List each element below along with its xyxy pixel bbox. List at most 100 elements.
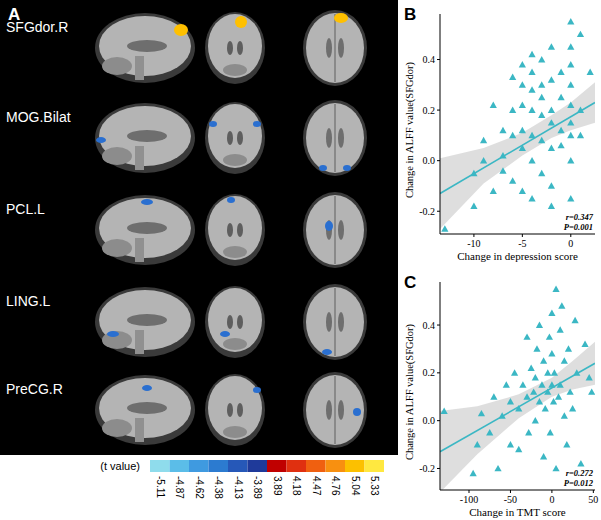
point [538, 137, 545, 143]
point [547, 429, 554, 435]
x-tick-label: -5 [518, 238, 526, 249]
ventricle [237, 403, 243, 417]
ventricle [326, 312, 332, 332]
brainstem [135, 146, 144, 170]
cerebellum [223, 64, 247, 76]
point [557, 326, 564, 332]
region-label: PreCG.R [6, 381, 63, 397]
activation-blob [96, 137, 106, 143]
point [511, 369, 518, 375]
ventricle [227, 223, 233, 237]
x-tick-label: 50 [588, 494, 598, 505]
x-tick [469, 490, 470, 493]
colorbar-tick-label: 4.76 [330, 476, 341, 496]
colorbar-tick-label: 4.47 [311, 476, 322, 496]
point [528, 51, 535, 57]
point [567, 388, 574, 394]
point [555, 393, 562, 399]
point [533, 345, 540, 351]
point [523, 393, 530, 399]
point [567, 195, 574, 201]
y-tick-label: 0.4 [423, 54, 436, 65]
midline [335, 288, 336, 356]
colorbar-title: (t value) [100, 460, 140, 472]
y-tick [437, 59, 440, 60]
colorbar-tick-label: 5.33 [369, 476, 380, 496]
colorbar-cell [228, 460, 248, 472]
cerebellum [223, 338, 247, 350]
point [546, 333, 553, 339]
point [548, 350, 555, 356]
activation-blob [227, 197, 235, 203]
point [494, 465, 501, 471]
point [486, 429, 493, 435]
point [532, 374, 539, 380]
activation-blob [353, 408, 361, 416]
y-tick [437, 325, 440, 326]
annotation: P=0.001 [564, 222, 593, 232]
colorbar-cell [365, 460, 385, 472]
plot-area [440, 18, 595, 232]
point [548, 43, 555, 49]
point [509, 74, 516, 80]
point [557, 94, 564, 100]
colorbar-cell [287, 460, 307, 472]
point [519, 187, 526, 193]
x-tick [593, 490, 594, 493]
fit-line [440, 363, 595, 451]
point [538, 381, 545, 387]
activation-blob [141, 199, 153, 205]
point [490, 393, 497, 399]
activation-blob [253, 387, 261, 393]
point [548, 119, 555, 125]
midline [335, 104, 336, 172]
point [567, 101, 574, 107]
point [557, 69, 564, 75]
x-tick [551, 490, 552, 493]
brain-sagittal [99, 198, 191, 258]
point [577, 31, 584, 37]
point [499, 127, 506, 133]
skull [95, 195, 195, 265]
point [519, 101, 526, 107]
point [551, 369, 558, 375]
colorbar-cell [189, 460, 209, 472]
point [536, 321, 543, 327]
activation-blob [334, 13, 348, 23]
corpus [127, 222, 167, 234]
point [503, 381, 510, 387]
point [490, 101, 497, 107]
point [519, 127, 526, 133]
x-tick [522, 234, 523, 237]
point [538, 112, 545, 118]
brain-row: SFGdor.R [6, 10, 367, 86]
point [525, 429, 532, 435]
brain-axial [306, 287, 364, 357]
colorbar-tick-label: -4.62 [194, 476, 205, 499]
point [532, 417, 539, 423]
panel-label: C [404, 273, 416, 292]
ventricle [338, 400, 344, 420]
point [587, 69, 594, 75]
y-tick-label: 0.0 [423, 415, 436, 426]
colorbar-tick-label: -5.11 [155, 476, 166, 498]
point [557, 142, 564, 148]
point [548, 182, 555, 188]
x-tick-label: 0 [568, 238, 573, 249]
skull [95, 375, 195, 445]
point [490, 187, 497, 193]
colorbar-tick-label: -3.89 [252, 476, 263, 499]
background [0, 0, 601, 520]
colorbar-tick-label: 5.04 [350, 476, 361, 496]
region-label: MOG.Bilat [6, 109, 71, 125]
ventricle [237, 315, 243, 329]
activation-blob [343, 165, 351, 171]
ventricle [326, 128, 332, 148]
point [528, 195, 535, 201]
x-tick-label: -50 [504, 494, 517, 505]
x-axis-label: Change in depression score [457, 250, 578, 262]
colorbar-tick-label: -4.38 [213, 476, 224, 499]
y-tick [437, 160, 440, 161]
skull [205, 374, 265, 446]
point [540, 357, 547, 363]
